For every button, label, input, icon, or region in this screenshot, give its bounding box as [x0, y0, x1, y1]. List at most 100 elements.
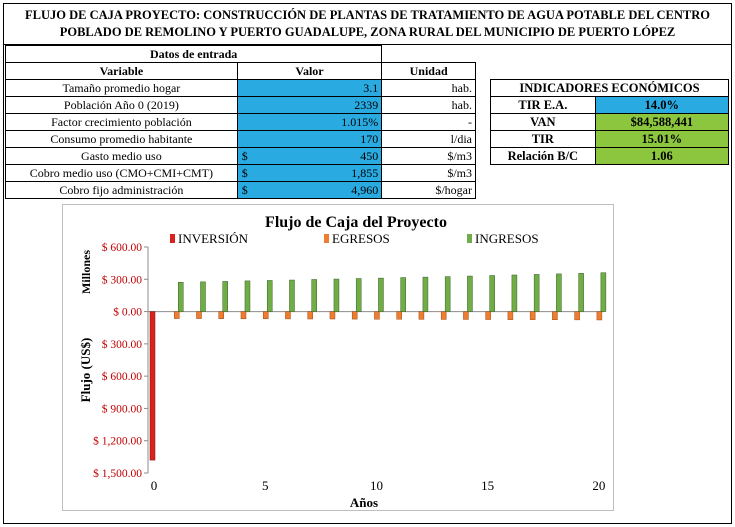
input-unit: hab.	[381, 79, 476, 97]
bar-egresos-17	[529, 311, 536, 320]
bar-egresos-2	[196, 311, 202, 319]
bar-egresos-19	[574, 311, 580, 321]
bar-egresos-9	[351, 311, 358, 320]
bar-ingresos-6	[289, 279, 295, 312]
y-tick-label: $ 900.00	[102, 402, 143, 415]
y-tick-label: $ 300.00	[102, 273, 143, 286]
x-tick-label: 20	[592, 478, 605, 493]
bar-ingresos-15	[489, 275, 495, 312]
indicator-row: VAN $84,588,441	[490, 113, 730, 131]
y-tick-label: $ 1,500.00	[93, 467, 142, 480]
bar-ingresos-16	[511, 274, 518, 312]
bar-egresos-3	[218, 311, 224, 319]
x-tick-label: 5	[262, 478, 269, 493]
input-row: Consumo promedio habitante 170 l/dia	[5, 130, 476, 148]
input-value[interactable]: $1,855	[236, 164, 383, 182]
col-header-unidad: Unidad	[381, 62, 476, 80]
input-value[interactable]: 1.015%	[236, 113, 383, 131]
bar-ingresos-11	[400, 277, 406, 312]
input-variable: Factor crecimiento población	[5, 113, 238, 131]
bar-ingresos-12	[422, 276, 429, 312]
input-value-text: 2339	[354, 97, 379, 112]
bar-ingresos-8	[333, 278, 340, 312]
legend-label-0: INVERSIÓN	[178, 231, 249, 246]
input-unit: $/m3	[381, 164, 476, 182]
input-unit: l/dia	[381, 130, 476, 148]
input-value-text: 450	[360, 148, 379, 163]
bar-ingresos-18	[556, 273, 562, 312]
bar-egresos-4	[240, 311, 247, 320]
input-unit: hab.	[381, 96, 476, 114]
input-value-text: 170	[360, 131, 379, 146]
y-axis-title: Flujo (US$)	[78, 338, 93, 403]
bar-egresos-8	[329, 311, 336, 320]
input-value[interactable]: $4,960	[236, 181, 383, 199]
input-value[interactable]: $450	[236, 147, 383, 165]
bar-ingresos-4	[244, 280, 251, 312]
input-variable: Tamaño promedio hogar	[5, 79, 238, 97]
input-value[interactable]: 3.1	[236, 79, 383, 97]
x-tick-label: 15	[481, 478, 494, 493]
indicators-title: INDICADORES ECONÓMICOS	[490, 79, 729, 97]
bar-ingresos-1	[177, 282, 184, 312]
y-tick-label: $ 1,200.00	[93, 435, 142, 448]
input-data-table: Datos de entrada Variable Valor Unidad T…	[4, 45, 476, 199]
indicator-value: 15.01%	[594, 130, 730, 148]
input-row: Tamaño promedio hogar 3.1 hab.	[5, 79, 476, 97]
x-axis-title: Años	[350, 495, 378, 510]
input-variable: Cobro medio uso (CMO+CMI+CMT)	[5, 164, 238, 182]
y-tick-label: $ 0.00	[113, 306, 142, 319]
y-tick-label: $ 600.00	[102, 370, 143, 383]
y-units-label: Millones	[79, 250, 93, 294]
input-value-text: 4,960	[351, 182, 379, 197]
y-tick-label: $ 600.00	[102, 241, 143, 254]
bar-ingresos-19	[578, 273, 584, 312]
col-header-variable: Variable	[5, 62, 238, 80]
input-variable: Consumo promedio habitante	[5, 130, 238, 148]
input-unit: -	[381, 113, 476, 131]
input-section-title: Datos de entrada	[4, 45, 383, 63]
bar-ingresos-17	[533, 274, 540, 312]
page-frame	[3, 3, 732, 524]
input-unit: $/m3	[381, 147, 476, 165]
indicator-value: $84,588,441	[594, 113, 730, 131]
bar-egresos-1	[173, 311, 180, 319]
input-value-text: 1.015%	[341, 114, 379, 129]
bar-ingresos-10	[378, 277, 384, 312]
indicator-value: 1.06	[594, 147, 730, 165]
input-value[interactable]: 2339	[236, 96, 383, 114]
col-header-valor: Valor	[236, 62, 383, 80]
indicator-label: VAN	[490, 113, 596, 131]
indicator-label: TIR E.A.	[490, 96, 596, 114]
x-tick-label: 10	[370, 478, 383, 493]
bar-ingresos-3	[222, 281, 228, 312]
bar-ingresos-20	[600, 272, 607, 312]
input-value[interactable]: 170	[236, 130, 383, 148]
legend-swatch-2	[467, 234, 472, 243]
page-title: FLUJO DE CAJA PROYECTO: CONSTRUCCIÓN DE …	[3, 3, 732, 45]
legend-swatch-0	[170, 234, 175, 243]
x-tick-label: 0	[151, 478, 158, 493]
input-value-text: 3.1	[363, 80, 379, 95]
bar-ingresos-7	[311, 279, 317, 312]
bar-egresos-10	[374, 311, 380, 320]
bar-egresos-15	[485, 311, 491, 320]
bar-ingresos-2	[200, 281, 206, 312]
currency-symbol: $	[241, 166, 248, 180]
y-tick-label: $ 300.00	[102, 338, 143, 351]
input-unit: $/hogar	[381, 181, 476, 199]
bar-egresos-13	[440, 311, 447, 320]
bar-egresos-11	[396, 311, 402, 320]
legend-label-2: INGRESOS	[475, 231, 539, 246]
bar-ingresos-5	[266, 280, 273, 312]
input-row: Población Año 0 (2019) 2339 hab.	[5, 96, 476, 114]
indicator-row: TIR E.A. 14.0%	[490, 96, 730, 114]
bar-egresos-20	[596, 311, 603, 321]
indicator-value: 14.0%	[594, 96, 730, 114]
input-row: Gasto medio uso $450 $/m3	[5, 147, 476, 165]
input-variable: Población Año 0 (2019)	[5, 96, 238, 114]
cash-flow-chart: Flujo de Caja del Proyecto INVERSIÓN EGRES…	[78, 214, 607, 510]
chart-title: Flujo de Caja del Proyecto	[265, 214, 447, 231]
bar-egresos-7	[307, 311, 313, 320]
bar-egresos-18	[552, 311, 558, 321]
